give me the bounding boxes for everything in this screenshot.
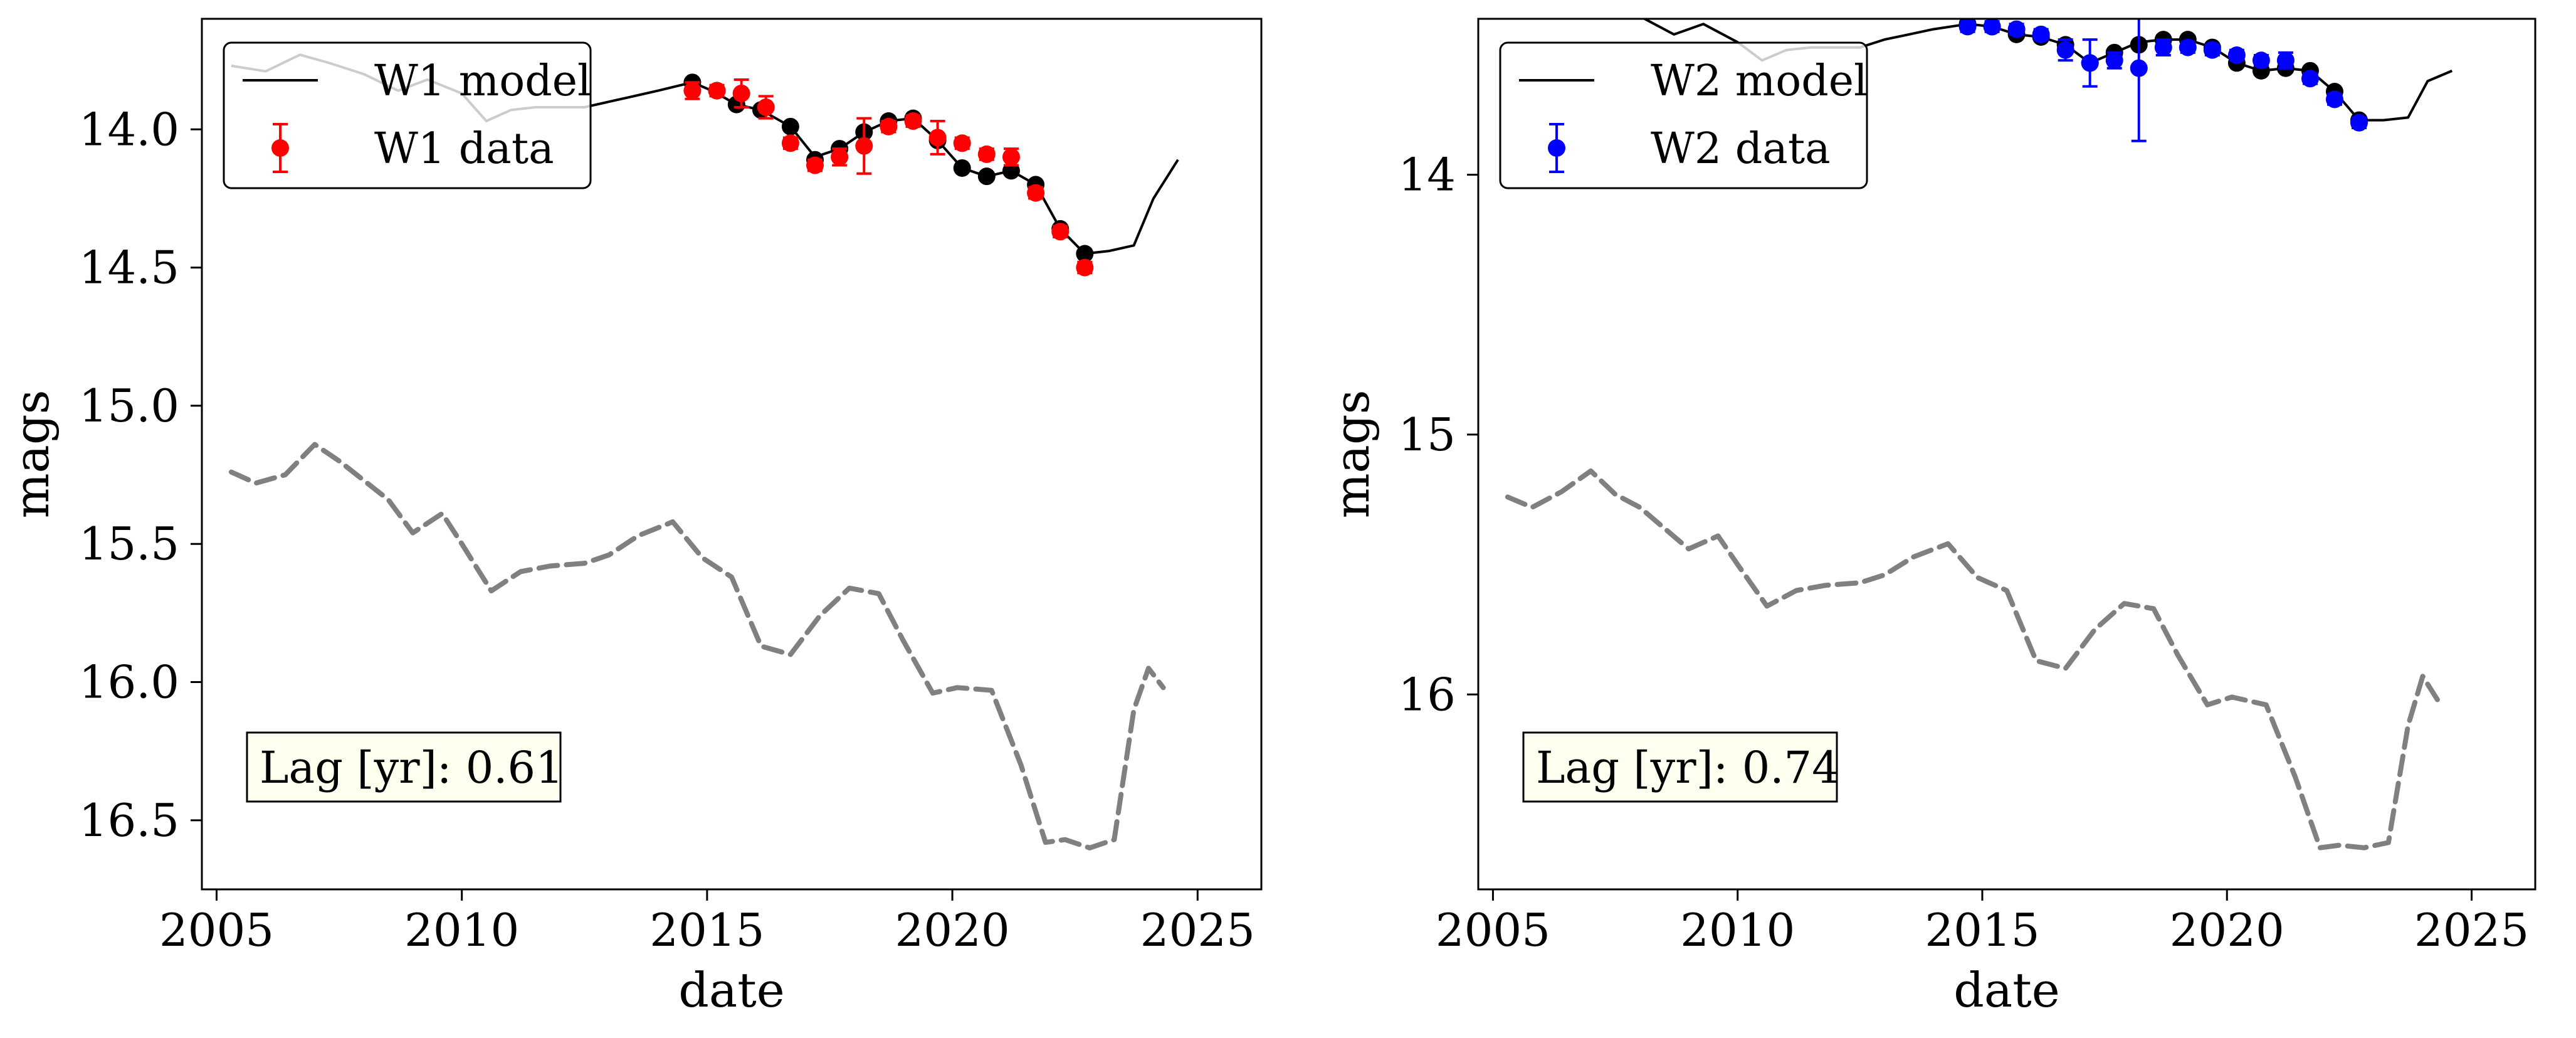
driving-dashed-line: [1505, 468, 2440, 850]
data-point: [2179, 38, 2197, 56]
legend: W2 model W2 data: [1499, 41, 1868, 189]
data-point: [904, 112, 922, 130]
x-tick-label: 2020: [895, 904, 1009, 956]
x-tick-label: 2005: [159, 904, 274, 956]
legend-label: W2 data: [1651, 124, 1831, 174]
data-point: [1983, 19, 2001, 36]
data-point: [732, 84, 750, 102]
x-tick-label: 2025: [2414, 904, 2529, 956]
data-point: [2252, 51, 2270, 70]
data-point: [1002, 148, 1020, 166]
data-point: [781, 134, 799, 152]
data-point: [683, 82, 702, 100]
data-point: [977, 145, 996, 163]
legend-point-swatch: [1548, 139, 1565, 157]
legend-label: W2 model: [1651, 56, 1868, 106]
x-axis-title: date: [1953, 962, 2059, 1018]
lag-annotation: Lag [yr]: 0.74: [1522, 731, 1840, 803]
legend-point-swatch: [271, 139, 289, 157]
x-tick-label: 2015: [649, 904, 764, 956]
x-tick-label: 2015: [1925, 904, 2039, 956]
driving-dashed-line: [228, 442, 1166, 850]
legend-label: W1 data: [374, 124, 554, 174]
data-point: [2154, 38, 2172, 56]
data-point: [2276, 51, 2295, 70]
x-tick-label: 2005: [1436, 904, 1550, 956]
data-point: [831, 148, 849, 166]
data-point: [928, 129, 947, 147]
data-point: [953, 134, 971, 152]
y-tick-label: 16: [1398, 668, 1456, 721]
data-point: [2032, 25, 2050, 43]
w2-panel: 2005 2010 2015 2020 2025 14 15 16 date mags W2 mod…: [1324, 18, 2537, 1018]
data-point: [2105, 51, 2123, 70]
data-point: [2350, 114, 2368, 132]
data-point: [2203, 41, 2221, 59]
axes-frame: [201, 18, 1263, 891]
model-point: [977, 167, 996, 186]
x-tick-label: 2020: [2170, 904, 2284, 956]
lag-text: Lag [yr]: 0.74: [1536, 742, 1840, 793]
x-tick-label: 2010: [1680, 904, 1795, 956]
data-point: [708, 82, 726, 100]
data-point: [855, 137, 873, 155]
lag-annotation: Lag [yr]: 0.61: [246, 731, 564, 803]
data-point: [880, 117, 898, 135]
data-point: [2056, 41, 2074, 59]
legend-label: W1 model: [374, 56, 591, 106]
model-point: [1076, 245, 1094, 263]
data-point: [806, 156, 824, 174]
data-point: [2007, 20, 2026, 38]
data-point: [1076, 258, 1094, 277]
y-tick-label: 14.0: [79, 103, 179, 156]
lag-text: Lag [yr]: 0.61: [260, 742, 564, 793]
x-axis-title: date: [678, 962, 784, 1018]
x-tick-label: 2025: [1140, 904, 1255, 956]
data-point: [2130, 59, 2148, 77]
axes-frame: [1477, 18, 2537, 891]
model-point: [953, 159, 971, 177]
data-point: [2301, 70, 2319, 88]
data-point: [1051, 223, 1070, 241]
lag-box: [246, 731, 562, 803]
data-point: [1958, 19, 1977, 36]
y-tick-label: 14: [1398, 149, 1456, 201]
plot-area: [1505, 19, 2453, 850]
y-axis-title: mags: [1324, 389, 1380, 518]
y-axis-title: mags: [4, 389, 60, 518]
data-point: [757, 98, 775, 117]
data-point: [2325, 90, 2343, 109]
model-point: [781, 117, 799, 135]
y-tick-label: 15.0: [79, 379, 179, 432]
x-tick-label: 2010: [404, 904, 519, 956]
y-tick-label: 16.5: [79, 794, 179, 847]
y-tick-label: 14.5: [79, 241, 179, 294]
y-tick-label: 16.0: [79, 656, 179, 709]
data-point: [1027, 184, 1045, 202]
y-tick-label: 15.5: [79, 517, 179, 570]
legend: W1 model W1 data: [223, 41, 592, 189]
data-point: [2227, 46, 2246, 65]
lag-box: [1522, 731, 1838, 803]
y-tick-label: 15: [1398, 408, 1456, 461]
data-point: [2081, 54, 2099, 72]
w1-panel: 2005 2010 2015 2020 2025 14.0 14.5 15.0 15.5 16.0…: [4, 18, 1263, 1018]
